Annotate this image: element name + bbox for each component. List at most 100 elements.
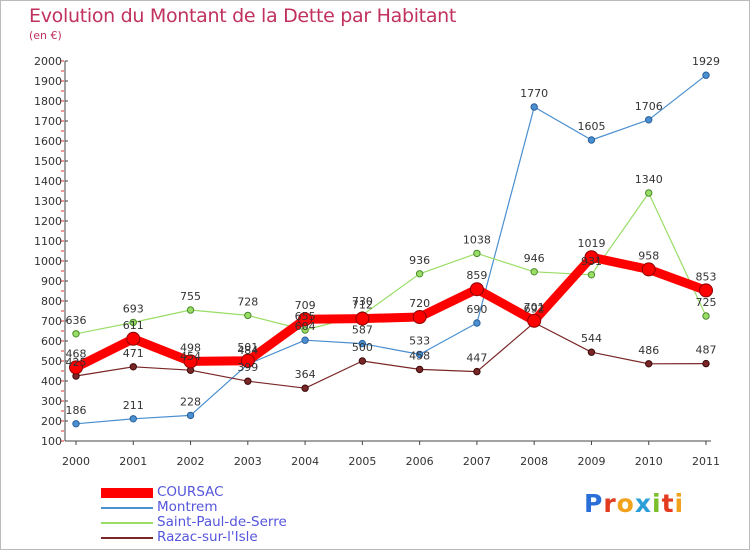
x-tick-label: 2005 — [348, 455, 376, 468]
data-label-razac-sur-l-isle: 544 — [581, 332, 602, 345]
x-tick-label: 2000 — [62, 455, 90, 468]
data-point-coursac — [126, 331, 141, 346]
y-tick-label: 600 — [41, 335, 62, 348]
data-label-saint-paul-de-serre: 728 — [237, 295, 258, 308]
legend-swatch — [101, 537, 153, 539]
legend-label: Razac-sur-l'Isle — [157, 529, 258, 545]
data-point-coursac — [527, 313, 542, 328]
data-label-razac-sur-l-isle: 425 — [66, 356, 87, 369]
y-tick-label: 900 — [41, 275, 62, 288]
data-label-montrem: 690 — [466, 303, 487, 316]
data-point-razac-sur-l-isle — [645, 360, 653, 368]
x-tick-label: 2010 — [635, 455, 663, 468]
y-tick-label: 1900 — [34, 75, 62, 88]
data-label-saint-paul-de-serre: 693 — [123, 302, 144, 315]
data-label-saint-paul-de-serre: 755 — [180, 290, 201, 303]
data-point-coursac — [355, 311, 370, 326]
data-point-coursac — [641, 262, 656, 277]
data-label-montrem: 533 — [409, 334, 430, 347]
data-label-razac-sur-l-isle: 486 — [638, 344, 659, 357]
data-point-coursac — [69, 360, 83, 375]
x-tick-label: 2002 — [177, 455, 205, 468]
chart-unit-label: (en €) — [29, 29, 62, 42]
data-point-montrem — [415, 350, 424, 359]
data-point-coursac — [469, 282, 484, 297]
data-point-saint-paul-de-serre — [645, 189, 653, 197]
data-point-saint-paul-de-serre — [186, 306, 195, 314]
y-tick-label: 1400 — [34, 175, 62, 188]
data-label-razac-sur-l-isle: 454 — [180, 350, 201, 363]
data-label-coursac: 720 — [409, 297, 430, 310]
y-tick-label: 2000 — [34, 55, 62, 68]
series-line-razac-sur-l-isle — [75, 322, 707, 389]
data-label-montrem: 1929 — [692, 55, 720, 68]
chart-title: Evolution du Montant de la Dette par Hab… — [29, 5, 457, 27]
data-label-razac-sur-l-isle: 399 — [237, 361, 258, 374]
data-point-saint-paul-de-serre — [72, 330, 80, 338]
y-tick-label: 100 — [41, 435, 62, 448]
data-label-montrem: 186 — [66, 404, 87, 417]
data-label-montrem: 1770 — [520, 87, 548, 100]
series-line-coursac — [73, 252, 708, 372]
legend-swatch — [101, 488, 153, 498]
data-point-saint-paul-de-serre — [530, 268, 538, 276]
data-point-saint-paul-de-serre — [587, 271, 596, 279]
data-point-razac-sur-l-isle — [587, 348, 596, 356]
data-point-montrem — [186, 411, 195, 420]
data-point-saint-paul-de-serre — [244, 311, 252, 320]
y-tick-label: 1600 — [34, 135, 62, 148]
data-point-coursac — [240, 353, 255, 368]
y-tick-label: 1700 — [34, 115, 62, 128]
data-point-saint-paul-de-serre — [702, 312, 710, 320]
x-tick-label: 2001 — [119, 455, 147, 468]
data-point-razac-sur-l-isle — [415, 365, 424, 374]
x-tick-label: 2006 — [406, 455, 434, 468]
data-label-coursac: 853 — [696, 270, 717, 283]
data-point-montrem — [473, 319, 481, 327]
data-label-saint-paul-de-serre: 1038 — [463, 233, 491, 246]
y-tick-label: 1100 — [34, 235, 62, 248]
data-label-coursac: 712 — [352, 299, 373, 312]
data-label-razac-sur-l-isle: 487 — [696, 344, 717, 357]
data-point-razac-sur-l-isle — [702, 359, 710, 368]
y-tick-label: 1800 — [34, 95, 62, 108]
y-tick-label: 1500 — [34, 155, 62, 168]
x-tick-label: 2003 — [234, 455, 262, 468]
legend-swatch — [101, 507, 153, 509]
x-tick-label: 2008 — [520, 455, 548, 468]
data-point-razac-sur-l-isle — [301, 384, 309, 392]
data-point-coursac — [183, 354, 198, 369]
legend-label: Montrem — [157, 499, 218, 515]
data-label-montrem: 228 — [180, 395, 201, 408]
y-tick-label: 800 — [41, 295, 62, 308]
data-label-montrem: 1605 — [577, 120, 605, 133]
x-tick-label: 2011 — [692, 455, 720, 468]
data-point-coursac — [584, 250, 599, 265]
y-tick-label: 1200 — [34, 215, 62, 228]
data-label-coursac: 709 — [295, 299, 316, 312]
proxiti-logo: Proxiti — [584, 489, 685, 518]
data-label-saint-paul-de-serre: 636 — [66, 314, 87, 327]
data-point-montrem — [530, 103, 538, 111]
data-label-razac-sur-l-isle: 458 — [409, 349, 430, 362]
series-line-montrem — [75, 74, 707, 425]
data-point-saint-paul-de-serre — [473, 249, 481, 258]
y-tick-label: 200 — [41, 415, 62, 428]
data-point-coursac — [298, 312, 313, 327]
y-tick-label: 300 — [41, 395, 62, 408]
data-label-saint-paul-de-serre: 730 — [352, 295, 373, 308]
x-tick-label: 2004 — [291, 455, 319, 468]
data-point-razac-sur-l-isle — [129, 363, 137, 371]
y-tick-label: 700 — [41, 315, 62, 328]
data-label-coursac: 1019 — [577, 237, 605, 250]
legend-label: COURSAC — [157, 484, 224, 500]
data-point-razac-sur-l-isle — [244, 377, 252, 385]
data-label-coursac: 611 — [123, 319, 144, 332]
data-point-coursac — [412, 310, 427, 324]
data-label-montrem: 604 — [295, 320, 316, 333]
data-label-montrem: 484 — [237, 344, 258, 357]
data-point-razac-sur-l-isle — [358, 357, 367, 365]
data-label-razac-sur-l-isle: 364 — [295, 368, 316, 381]
